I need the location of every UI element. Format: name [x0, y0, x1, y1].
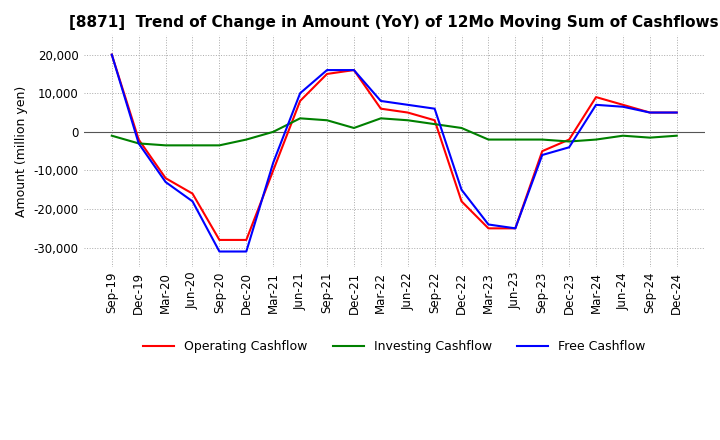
- Investing Cashflow: [215, 143, 224, 148]
- Operating Cashflow: [592, 95, 600, 100]
- Operating Cashflow: [511, 226, 520, 231]
- Investing Cashflow: [269, 129, 277, 135]
- Operating Cashflow: [323, 71, 331, 77]
- Free Cashflow: [538, 152, 546, 158]
- Free Cashflow: [215, 249, 224, 254]
- Operating Cashflow: [431, 117, 439, 123]
- Operating Cashflow: [377, 106, 385, 111]
- Operating Cashflow: [242, 237, 251, 242]
- Operating Cashflow: [484, 226, 492, 231]
- Investing Cashflow: [457, 125, 466, 131]
- Free Cashflow: [107, 52, 116, 57]
- Investing Cashflow: [564, 139, 573, 144]
- Operating Cashflow: [538, 149, 546, 154]
- Investing Cashflow: [296, 116, 305, 121]
- Free Cashflow: [269, 160, 277, 165]
- Operating Cashflow: [296, 98, 305, 103]
- Free Cashflow: [161, 180, 170, 185]
- Y-axis label: Amount (million yen): Amount (million yen): [15, 85, 28, 217]
- Investing Cashflow: [431, 121, 439, 127]
- Free Cashflow: [511, 226, 520, 231]
- Free Cashflow: [646, 110, 654, 115]
- Free Cashflow: [431, 106, 439, 111]
- Operating Cashflow: [564, 137, 573, 142]
- Operating Cashflow: [618, 102, 627, 107]
- Investing Cashflow: [403, 117, 412, 123]
- Line: Free Cashflow: Free Cashflow: [112, 55, 677, 252]
- Investing Cashflow: [484, 137, 492, 142]
- Investing Cashflow: [242, 137, 251, 142]
- Investing Cashflow: [188, 143, 197, 148]
- Operating Cashflow: [403, 110, 412, 115]
- Free Cashflow: [323, 67, 331, 73]
- Free Cashflow: [564, 145, 573, 150]
- Investing Cashflow: [592, 137, 600, 142]
- Operating Cashflow: [161, 176, 170, 181]
- Investing Cashflow: [511, 137, 520, 142]
- Operating Cashflow: [215, 237, 224, 242]
- Investing Cashflow: [161, 143, 170, 148]
- Investing Cashflow: [672, 133, 681, 138]
- Operating Cashflow: [107, 52, 116, 57]
- Title: [8871]  Trend of Change in Amount (YoY) of 12Mo Moving Sum of Cashflows: [8871] Trend of Change in Amount (YoY) o…: [69, 15, 719, 30]
- Free Cashflow: [350, 67, 359, 73]
- Operating Cashflow: [135, 137, 143, 142]
- Free Cashflow: [296, 91, 305, 96]
- Free Cashflow: [377, 98, 385, 103]
- Free Cashflow: [188, 199, 197, 204]
- Free Cashflow: [403, 102, 412, 107]
- Free Cashflow: [618, 104, 627, 110]
- Operating Cashflow: [457, 199, 466, 204]
- Investing Cashflow: [646, 135, 654, 140]
- Line: Operating Cashflow: Operating Cashflow: [112, 55, 677, 240]
- Investing Cashflow: [618, 133, 627, 138]
- Free Cashflow: [672, 110, 681, 115]
- Investing Cashflow: [323, 117, 331, 123]
- Investing Cashflow: [107, 133, 116, 138]
- Investing Cashflow: [350, 125, 359, 131]
- Investing Cashflow: [538, 137, 546, 142]
- Legend: Operating Cashflow, Investing Cashflow, Free Cashflow: Operating Cashflow, Investing Cashflow, …: [138, 335, 651, 358]
- Operating Cashflow: [188, 191, 197, 196]
- Investing Cashflow: [135, 141, 143, 146]
- Operating Cashflow: [646, 110, 654, 115]
- Free Cashflow: [242, 249, 251, 254]
- Operating Cashflow: [350, 67, 359, 73]
- Investing Cashflow: [377, 116, 385, 121]
- Free Cashflow: [135, 141, 143, 146]
- Line: Investing Cashflow: Investing Cashflow: [112, 118, 677, 145]
- Operating Cashflow: [672, 110, 681, 115]
- Free Cashflow: [592, 102, 600, 107]
- Free Cashflow: [484, 222, 492, 227]
- Operating Cashflow: [269, 168, 277, 173]
- Free Cashflow: [457, 187, 466, 192]
